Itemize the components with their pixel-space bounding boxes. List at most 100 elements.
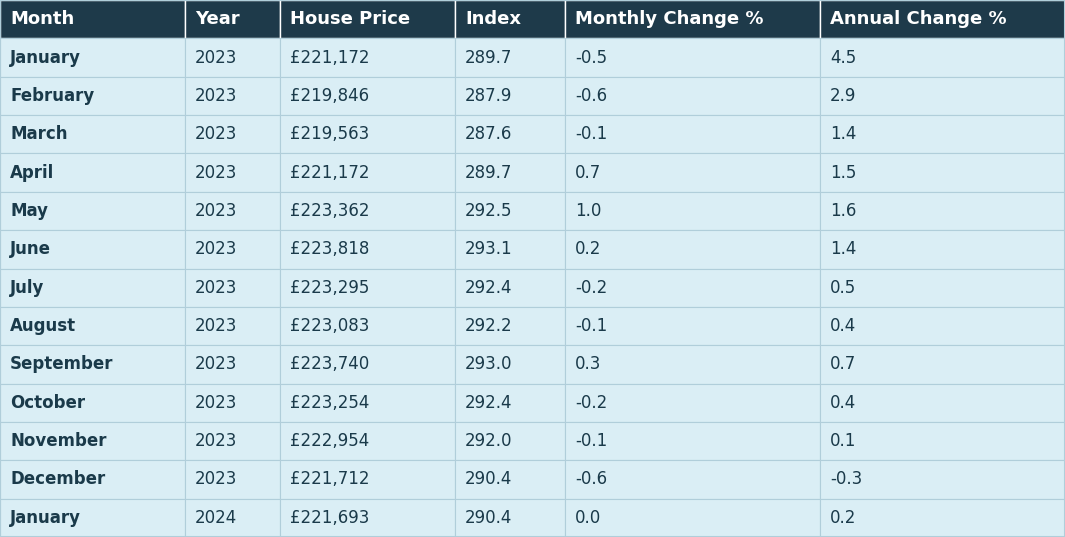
- Bar: [820, 192, 1065, 230]
- Bar: [185, 77, 280, 115]
- Text: 2023: 2023: [195, 394, 237, 412]
- Bar: [185, 192, 280, 230]
- Text: 0.7: 0.7: [575, 164, 602, 182]
- Text: £223,295: £223,295: [290, 279, 370, 296]
- Bar: [0, 154, 185, 192]
- Text: May: May: [10, 202, 48, 220]
- Text: 287.6: 287.6: [465, 125, 512, 143]
- Bar: [280, 499, 455, 537]
- Text: October: October: [10, 394, 85, 412]
- Bar: [566, 268, 820, 307]
- Bar: [455, 38, 566, 77]
- Text: January: January: [10, 509, 81, 527]
- Text: 2024: 2024: [195, 509, 237, 527]
- Text: £223,254: £223,254: [290, 394, 370, 412]
- Bar: [820, 230, 1065, 268]
- Bar: [820, 38, 1065, 77]
- Text: 290.4: 290.4: [465, 509, 512, 527]
- Bar: [820, 499, 1065, 537]
- Bar: [566, 154, 820, 192]
- Bar: [280, 460, 455, 499]
- Bar: [455, 192, 566, 230]
- Text: 2023: 2023: [195, 279, 237, 296]
- Bar: [820, 115, 1065, 154]
- Bar: [566, 230, 820, 268]
- Text: February: February: [10, 87, 94, 105]
- Bar: [566, 460, 820, 499]
- Bar: [566, 499, 820, 537]
- Text: 2023: 2023: [195, 48, 237, 67]
- Text: 292.2: 292.2: [465, 317, 512, 335]
- Text: 2023: 2023: [195, 241, 237, 258]
- Text: 0.3: 0.3: [575, 355, 602, 373]
- Bar: [455, 154, 566, 192]
- Bar: [185, 0, 280, 38]
- Text: 2.9: 2.9: [830, 87, 856, 105]
- Text: November: November: [10, 432, 106, 450]
- Text: 289.7: 289.7: [465, 48, 512, 67]
- Text: £221,172: £221,172: [290, 48, 370, 67]
- Bar: [185, 154, 280, 192]
- Bar: [0, 345, 185, 383]
- Text: -0.1: -0.1: [575, 317, 607, 335]
- Bar: [185, 422, 280, 460]
- Text: 1.0: 1.0: [575, 202, 602, 220]
- Text: -0.1: -0.1: [575, 432, 607, 450]
- Text: 2023: 2023: [195, 87, 237, 105]
- Bar: [185, 38, 280, 77]
- Bar: [280, 268, 455, 307]
- Text: September: September: [10, 355, 114, 373]
- Text: -0.2: -0.2: [575, 279, 607, 296]
- Bar: [185, 230, 280, 268]
- Text: 4.5: 4.5: [830, 48, 856, 67]
- Bar: [455, 422, 566, 460]
- Bar: [0, 115, 185, 154]
- Bar: [455, 460, 566, 499]
- Text: -0.3: -0.3: [830, 470, 863, 489]
- Bar: [0, 422, 185, 460]
- Bar: [566, 115, 820, 154]
- Bar: [820, 422, 1065, 460]
- Bar: [820, 0, 1065, 38]
- Bar: [280, 115, 455, 154]
- Bar: [566, 192, 820, 230]
- Bar: [280, 422, 455, 460]
- Bar: [820, 460, 1065, 499]
- Bar: [0, 192, 185, 230]
- Text: 1.4: 1.4: [830, 125, 856, 143]
- Bar: [455, 0, 566, 38]
- Text: £223,740: £223,740: [290, 355, 370, 373]
- Bar: [820, 307, 1065, 345]
- Bar: [0, 383, 185, 422]
- Bar: [0, 38, 185, 77]
- Text: 289.7: 289.7: [465, 164, 512, 182]
- Text: £223,362: £223,362: [290, 202, 370, 220]
- Text: 0.2: 0.2: [575, 241, 602, 258]
- Text: 293.1: 293.1: [465, 241, 512, 258]
- Bar: [0, 268, 185, 307]
- Bar: [185, 383, 280, 422]
- Text: June: June: [10, 241, 51, 258]
- Bar: [185, 499, 280, 537]
- Text: Month: Month: [10, 10, 75, 28]
- Bar: [0, 460, 185, 499]
- Text: 292.5: 292.5: [465, 202, 512, 220]
- Bar: [566, 383, 820, 422]
- Bar: [185, 460, 280, 499]
- Bar: [455, 230, 566, 268]
- Bar: [280, 383, 455, 422]
- Bar: [455, 115, 566, 154]
- Text: House Price: House Price: [290, 10, 410, 28]
- Bar: [280, 192, 455, 230]
- Text: 1.6: 1.6: [830, 202, 856, 220]
- Text: £223,818: £223,818: [290, 241, 370, 258]
- Text: 0.4: 0.4: [830, 317, 856, 335]
- Bar: [566, 307, 820, 345]
- Text: 2023: 2023: [195, 432, 237, 450]
- Bar: [566, 77, 820, 115]
- Text: Annual Change %: Annual Change %: [830, 10, 1006, 28]
- Text: -0.6: -0.6: [575, 470, 607, 489]
- Bar: [455, 307, 566, 345]
- Text: July: July: [10, 279, 45, 296]
- Text: 0.0: 0.0: [575, 509, 602, 527]
